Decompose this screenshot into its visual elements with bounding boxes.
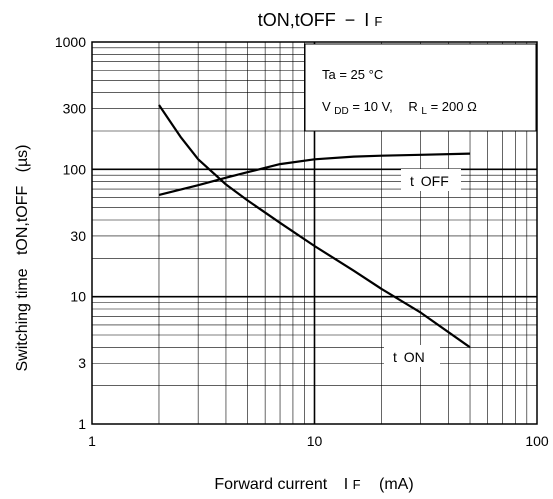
- conditions-rl-value: = 200 Ω: [431, 99, 478, 114]
- plot-frame: [91, 41, 538, 425]
- series-label-ton-main: t: [393, 349, 397, 365]
- series-label-ton-bg: [384, 345, 440, 367]
- chart-title-dash: −: [345, 10, 356, 30]
- x-axis-label: Forward current I F (mA): [214, 476, 413, 493]
- y-tick-label: 10: [70, 289, 86, 305]
- x-tick-label: 10: [307, 433, 323, 449]
- x-tick-label: 100: [525, 433, 549, 449]
- series-line-toff: [158, 152, 471, 196]
- chart-title-sub: F: [374, 14, 382, 29]
- conditions-temperature: Ta = 25 °C: [322, 67, 383, 82]
- y-axis-label: Switching time tON,tOFF (µs): [14, 144, 31, 371]
- y-tick-label: 1: [78, 416, 86, 432]
- x-tick-label: 1: [88, 433, 96, 449]
- y-tick-label: 30: [70, 228, 86, 244]
- conditions-rl-subscript: L: [421, 106, 427, 117]
- series-label-ton: t ON: [384, 345, 440, 367]
- series-label-toff-main: t: [410, 173, 414, 189]
- x-axis-label-symbol: I: [344, 476, 348, 493]
- series-label-ton-text: t ON: [393, 349, 425, 365]
- chart-title-symbol: I: [364, 10, 369, 30]
- y-tick-label: 300: [63, 101, 87, 117]
- conditions-rl-symbol: R: [408, 99, 417, 114]
- conditions-vdd-symbol: V: [322, 99, 331, 114]
- series-label-toff-sub: OFF: [421, 173, 449, 189]
- conditions-box: Ta = 25 °C V DD = 10 V, R L = 200 Ω: [304, 43, 537, 132]
- series-group: [158, 104, 471, 349]
- series-label-toff-bg: [401, 169, 461, 191]
- conditions-vdd-value: = 10 V,: [352, 99, 392, 114]
- chart-title: tON,tOFF − I F: [258, 10, 383, 30]
- series-label-ton-sub: ON: [404, 349, 425, 365]
- chart-title-main: tON,tOFF: [258, 10, 336, 30]
- x-axis-label-unit: (mA): [379, 476, 414, 493]
- y-tick-label: 1000: [55, 34, 86, 50]
- y-tick-label: 3: [78, 355, 86, 371]
- conditions-vdd-rl: V DD = 10 V, R L = 200 Ω: [322, 99, 477, 117]
- x-axis-label-main: Forward current: [214, 476, 327, 493]
- series-label-toff-text: t OFF: [410, 173, 449, 189]
- y-tick-labels: 1 3 10 30 100 300 1000: [55, 34, 86, 432]
- series-label-toff: t OFF: [401, 169, 461, 191]
- conditions-vdd-subscript: DD: [334, 106, 348, 117]
- conditions-box-frame: [304, 43, 537, 132]
- x-tick-labels: 1 10 100: [88, 433, 549, 449]
- series-line-ton: [158, 104, 471, 349]
- x-axis-label-sub: F: [353, 477, 361, 492]
- y-tick-label: 100: [63, 161, 87, 177]
- plot-frame-rect: [91, 41, 538, 425]
